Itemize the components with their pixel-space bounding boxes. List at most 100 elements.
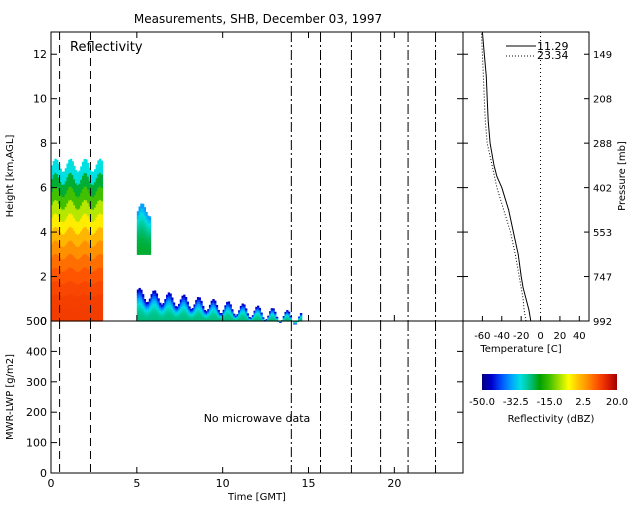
echo-cell (152, 293, 155, 297)
echo-cell (85, 172, 88, 187)
echo-cell (220, 319, 224, 321)
echo-cell (220, 317, 224, 319)
echo-cell (99, 280, 102, 295)
echo-cell (141, 303, 145, 306)
echo-cell (191, 313, 195, 316)
echo-cell (217, 310, 220, 313)
echo-cell (231, 318, 234, 320)
echo-cell (93, 308, 97, 322)
echo-cell (231, 317, 234, 319)
legend-dotted-label: 23.34 (537, 49, 569, 62)
echo-cell (162, 307, 165, 310)
echo-cell (169, 309, 172, 313)
echo-cell (157, 305, 160, 309)
echo-cell (164, 299, 167, 302)
echo-cell (286, 312, 289, 315)
echo-cell (179, 306, 183, 310)
echo-cell (299, 316, 303, 318)
echo-cell (80, 295, 83, 309)
echo-cell (85, 213, 88, 228)
echo-cell (227, 311, 231, 314)
echo-cell (167, 292, 171, 296)
echo-cell (145, 229, 148, 234)
echo-cell (257, 318, 260, 321)
echo-cell (234, 315, 237, 317)
echo-cell (258, 310, 262, 312)
echo-cell (244, 318, 248, 321)
echo-cell (229, 315, 232, 318)
echo-cell (210, 300, 213, 304)
echo-cell (93, 232, 97, 246)
echo-cell (150, 316, 153, 320)
echo-cell (217, 312, 220, 315)
echo-cell (222, 315, 225, 317)
echo-cell (66, 202, 69, 217)
echo-cell (152, 290, 155, 294)
echo-cell (57, 190, 61, 204)
echo-cell (246, 315, 250, 317)
echo-cell (274, 318, 277, 321)
echo-cell (284, 315, 287, 318)
echo-cell (155, 311, 159, 315)
echo-cell (220, 313, 224, 315)
echo-cell (217, 314, 220, 317)
echo-cell (260, 316, 263, 319)
echo-cell (219, 314, 222, 316)
y-tick-label: 0 (40, 467, 47, 480)
colorbar-tick-label: -32.5 (503, 397, 529, 408)
echo-cell (136, 239, 140, 245)
echo-cell (178, 311, 181, 314)
echo-cell (147, 303, 150, 306)
echo-cell (179, 308, 183, 311)
echo-cell (212, 300, 215, 304)
echo-cell (162, 310, 165, 313)
echo-cell (100, 214, 104, 228)
echo-cell (184, 310, 188, 314)
echo-cell (183, 296, 186, 300)
echo-cell (150, 312, 153, 315)
echo-cell (76, 246, 80, 260)
echo-cell (140, 224, 143, 230)
echo-cell (81, 281, 85, 296)
echo-cell (220, 316, 224, 319)
reflectivity-panel: Reflectivity Height [km,AGL] 0 2 4 6 8 10 12 (5, 31, 464, 328)
sounding-legend: 11.29 23.34 (506, 40, 569, 62)
echo-cell (195, 313, 198, 317)
echo-cell (61, 209, 64, 223)
echo-cell (191, 308, 195, 310)
echo-cell (224, 305, 227, 308)
echo-cell (241, 307, 244, 310)
echo-cell (78, 258, 81, 272)
echo-cell (136, 297, 140, 301)
echo-cell (68, 186, 71, 201)
echo-cell (160, 318, 164, 321)
echo-cell (286, 316, 289, 318)
echo-cell (238, 314, 241, 317)
echo-cell (66, 215, 69, 230)
echo-cell (81, 241, 85, 256)
echo-cell (150, 318, 153, 322)
echo-cell (83, 158, 86, 174)
echo-cell (222, 312, 225, 315)
echo-cell (257, 306, 260, 309)
echo-cell (214, 309, 217, 312)
echo-cell (287, 318, 291, 321)
echo-cell (202, 308, 205, 311)
echo-cell (136, 300, 140, 304)
echo-cell (88, 244, 92, 258)
echo-cell (87, 241, 90, 256)
echo-cell (287, 317, 291, 319)
echo-cell (85, 307, 88, 322)
echo-cell (195, 305, 198, 308)
echo-cell (171, 303, 174, 306)
echo-cell (147, 225, 150, 230)
echo-cell (85, 253, 88, 268)
echo-cell (138, 307, 141, 311)
echo-cell (246, 314, 250, 316)
echo-cell (246, 315, 250, 318)
echo-cell (184, 306, 188, 310)
echo-cell (64, 308, 68, 322)
echo-cell (181, 310, 184, 314)
echo-cell (73, 256, 76, 270)
echo-cell (138, 301, 141, 306)
